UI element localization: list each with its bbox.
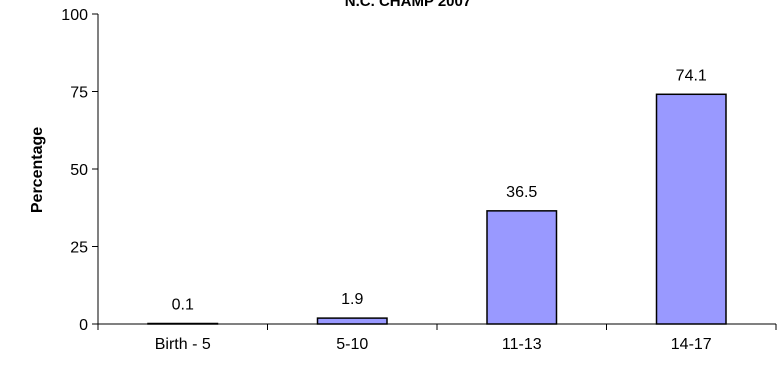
y-axis-title: Percentage [29, 127, 46, 213]
data-label: 74.1 [676, 67, 707, 84]
x-tick-label: Birth - 5 [155, 336, 211, 353]
bar [147, 322, 219, 325]
data-label: 1.9 [341, 291, 363, 308]
plot-area: 0 25 50 75 100 0.1 Birth - 5 1.9 5-10 36.5 11-13 74… [61, 7, 777, 353]
y-tick-label: 50 [70, 162, 88, 179]
bar [486, 210, 558, 325]
x-tick-label: 5-10 [336, 336, 368, 353]
bar [655, 93, 727, 325]
y-tick-label: 0 [79, 317, 88, 334]
y-tick-label: 100 [61, 7, 88, 24]
x-tick-label: 14-17 [671, 336, 712, 353]
y-tick-label: 25 [70, 240, 88, 257]
chart-title: N.C. CHAMP 2007 [345, 0, 471, 10]
y-tick-label: 75 [70, 85, 88, 102]
bar [316, 317, 388, 325]
x-tick-label: 11-13 [502, 336, 542, 353]
data-label: 0.1 [172, 297, 194, 314]
data-label: 36.5 [506, 184, 537, 201]
